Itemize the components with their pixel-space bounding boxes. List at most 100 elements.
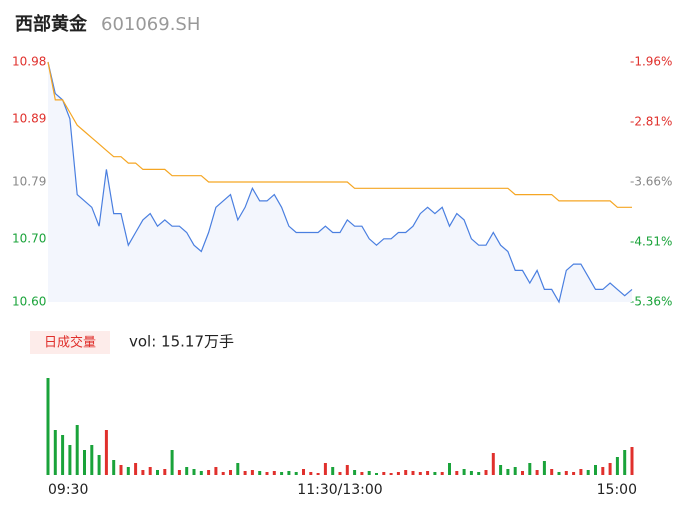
volume-bar [477, 472, 481, 475]
volume-bar [177, 470, 181, 475]
volume-bar [229, 470, 232, 475]
volume-bar [404, 470, 408, 475]
volume-bar [338, 472, 342, 475]
price-line [47, 61, 633, 304]
volume-bar [455, 471, 459, 475]
volume-bar [623, 450, 627, 475]
price-area [48, 62, 632, 302]
y2-tick-label: -4.51% [630, 235, 672, 249]
volume-bar [601, 467, 605, 475]
volume-bar [272, 471, 276, 475]
volume-bar [506, 469, 510, 475]
volume-bar [382, 472, 386, 475]
volume-bar [141, 470, 145, 475]
x-tick-label: 11:30/13:00 [297, 482, 382, 498]
volume-bar [579, 469, 583, 475]
volume-bar [630, 447, 634, 475]
y-tick-label: 10.89 [12, 111, 46, 125]
volume-bar [53, 430, 57, 475]
volume-bar [134, 463, 138, 475]
volume-bar [323, 463, 327, 475]
volume-bar [46, 378, 50, 475]
volume-bar [294, 472, 298, 475]
volume-bar [287, 471, 291, 475]
volume-bar [90, 445, 94, 475]
volume-bar [331, 467, 335, 475]
volume-bar [608, 463, 612, 475]
volume-bar [207, 470, 211, 475]
x-tick-label: 09:30 [48, 482, 88, 498]
volume-bar [535, 470, 539, 475]
volume-bar [192, 469, 196, 475]
volume-bar [550, 469, 554, 475]
volume-bar [163, 469, 167, 475]
volume-bar [594, 465, 597, 475]
volume-bar [448, 463, 451, 475]
volume-bar [469, 471, 473, 475]
volume-bar [615, 457, 619, 475]
volume-bar [199, 471, 203, 475]
volume-bar [126, 467, 130, 475]
y2-tick-label: -5.36% [630, 295, 672, 309]
volume-bar [513, 467, 517, 475]
volume-bar [484, 470, 488, 475]
volume-bar [112, 460, 116, 475]
volume-bar [236, 463, 240, 475]
volume-bar [316, 473, 320, 475]
volume-bar [83, 450, 86, 475]
volume-bar [148, 467, 152, 475]
y2-tick-label: -3.66% [630, 175, 672, 189]
volume-bar [426, 471, 430, 475]
volume-bar [156, 470, 159, 475]
volume-bar [499, 465, 503, 475]
volume-bar [119, 465, 123, 475]
volume-bar [170, 450, 174, 475]
volume-bar [243, 471, 247, 475]
volume-bar [389, 473, 393, 475]
volume-bar [542, 461, 546, 475]
volume-bar [564, 471, 568, 475]
volume-bar [375, 473, 378, 475]
y-tick-label: 10.60 [12, 295, 46, 309]
volume-bar [411, 471, 415, 475]
x-tick-label: 15:00 [597, 482, 637, 498]
volume-bar [491, 453, 495, 475]
volume-bar [440, 472, 444, 475]
volume-bar [214, 467, 218, 475]
volume-bar [61, 435, 65, 475]
volume-bar [396, 472, 400, 475]
volume-bar [586, 470, 590, 475]
volume-bar [557, 472, 561, 475]
volume-bar [280, 472, 284, 475]
volume-bar [353, 470, 357, 475]
volume-bar [250, 470, 254, 475]
y-tick-label: 10.79 [12, 175, 46, 189]
volume-bar [265, 472, 269, 475]
volume-bar [97, 455, 101, 475]
volume-button[interactable]: 日成交量 [44, 335, 96, 351]
volume-bar [302, 469, 305, 475]
y2-tick-label: -1.96% [630, 55, 672, 69]
volume-button-bg[interactable] [30, 331, 110, 354]
volume-bar [462, 469, 466, 475]
volume-bar [345, 465, 349, 475]
volume-bar [418, 472, 422, 475]
y-tick-label: 10.70 [12, 231, 46, 245]
volume-bar [433, 472, 437, 475]
volume-bar [572, 472, 576, 475]
stock-name: 西部黄金 [15, 13, 88, 35]
y2-tick-label: -2.81% [630, 115, 672, 129]
stock-code: 601069.SH [101, 14, 200, 35]
volume-bar [258, 471, 262, 475]
volume-bar [309, 472, 313, 475]
volume-bar [367, 471, 371, 475]
volume-bar [75, 425, 79, 475]
volume-label: vol: 15.17万手 [129, 333, 234, 351]
volume-bar [528, 463, 532, 475]
volume-bar [68, 445, 72, 475]
average-line [47, 61, 632, 208]
volume-bar [521, 471, 524, 475]
volume-bar [104, 430, 108, 475]
y-tick-label: 10.98 [12, 55, 46, 69]
